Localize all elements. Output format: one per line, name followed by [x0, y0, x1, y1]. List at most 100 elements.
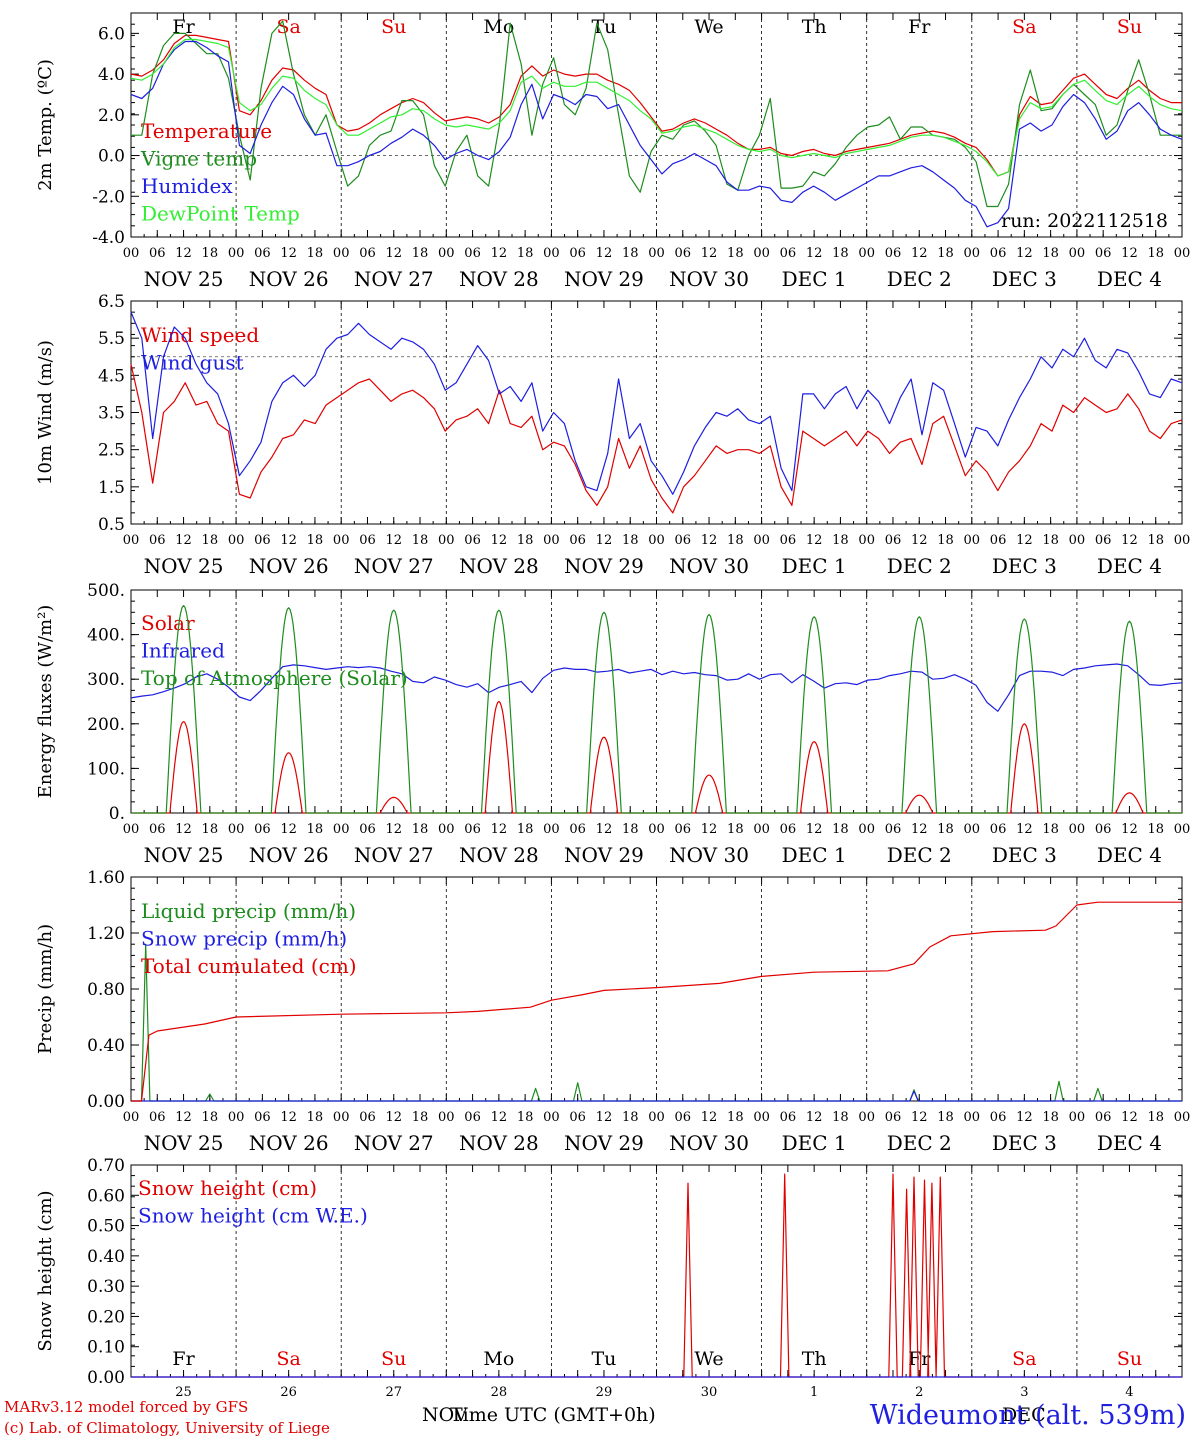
x-hour-label: 18: [1147, 1110, 1164, 1125]
x-hour-label: 18: [1042, 1110, 1059, 1125]
x-hour-label: 06: [675, 533, 692, 548]
x-date-label: NOV 25: [144, 1131, 224, 1155]
x-hour-label: 12: [385, 533, 402, 548]
x-hour-label: 06: [359, 246, 376, 261]
x-hour-label: 00: [333, 246, 350, 261]
y-tick-label: 0.60: [87, 1186, 125, 1206]
x-hour-label: 06: [1095, 246, 1112, 261]
x-hour-label: 18: [1147, 533, 1164, 548]
x-hour-label: 12: [596, 533, 613, 548]
y-tick-label: 0.00: [87, 1092, 125, 1112]
x-date-label: NOV 28: [459, 1131, 539, 1155]
x-hour-label: 18: [1042, 822, 1059, 837]
x-hour-label: 18: [202, 822, 219, 837]
y-axis-label: Energy fluxes (W/m²): [35, 605, 56, 799]
x-hour-label: 18: [937, 822, 954, 837]
series-line-top-of-atmosphere-solar-: [131, 605, 1182, 814]
x-hour-label: 12: [280, 1110, 297, 1125]
x-hour-label: 06: [464, 822, 481, 837]
x-hour-label: 06: [569, 1110, 586, 1125]
legend-top-of-atmosphere-solar-: Top of Atmosphere (Solar): [141, 666, 408, 690]
x-hour-label: 00: [1069, 822, 1086, 837]
x-hour-label: 12: [806, 246, 823, 261]
x-hour-label: 18: [832, 822, 849, 837]
station-label: Wideumont (alt. 539m): [869, 1400, 1186, 1431]
y-tick-label: 0.10: [87, 1338, 125, 1358]
legend-vigne-temp: Vigne temp: [140, 147, 257, 171]
x-date-label: NOV 29: [564, 843, 644, 867]
y-tick-label: 2.5: [98, 441, 125, 461]
series-line-total-cumulated-cm-: [131, 901, 1182, 1102]
x-hour-label: 12: [280, 246, 297, 261]
weekday-label: Mo: [483, 16, 514, 38]
legend-humidex: Humidex: [141, 174, 233, 198]
x-hour-label: 00: [753, 533, 770, 548]
x-hour-label: 00: [1069, 533, 1086, 548]
x-date-label: DEC 1: [782, 1131, 847, 1155]
x-month-nov: NOV: [422, 1404, 468, 1426]
y-tick-label: 0.70: [87, 1156, 125, 1176]
x-hour-label: 06: [149, 1110, 166, 1125]
x-hour-label: 18: [622, 533, 639, 548]
y-tick-label: 6.0: [98, 24, 125, 44]
x-date-label: NOV 28: [459, 267, 539, 291]
x-date-label: DEC 4: [1097, 1131, 1162, 1155]
x-hour-label: 00: [438, 246, 455, 261]
x-hour-label: 12: [280, 533, 297, 548]
x-hour-label: 18: [622, 246, 639, 261]
x-hour-label: 00: [438, 1110, 455, 1125]
x-hour-label: 18: [1147, 246, 1164, 261]
x-hour-label: 12: [1016, 1110, 1033, 1125]
x-hour-label: 06: [464, 533, 481, 548]
x-hour-label: 06: [569, 533, 586, 548]
weekday-label: Tu: [591, 1348, 616, 1370]
legend-liquid-precip-mm-h-: Liquid precip (mm/h): [141, 899, 356, 923]
weekday-label: Sa: [276, 16, 300, 38]
x-day-number: 30: [701, 1385, 718, 1400]
y-tick-label: 200.: [87, 715, 125, 735]
legend-dewpoint-temp: DewPoint Temp: [141, 202, 300, 226]
y-tick-label: 0.20: [87, 1307, 125, 1327]
x-hour-label: 00: [648, 1110, 665, 1125]
x-hour-label: 12: [385, 822, 402, 837]
weekday-label: We: [694, 1348, 723, 1370]
y-tick-label: 1.60: [87, 868, 125, 888]
x-date-label: NOV 27: [354, 554, 434, 578]
x-hour-label: 18: [937, 533, 954, 548]
x-hour-label: 12: [385, 1110, 402, 1125]
series-line-dewpoint-temp: [130, 38, 1183, 177]
weekday-label: Th: [802, 16, 827, 38]
x-date-label: NOV 30: [669, 267, 749, 291]
weekday-label: Sa: [1012, 16, 1036, 38]
x-hour-label: 12: [1121, 246, 1138, 261]
x-hour-label: 06: [1095, 533, 1112, 548]
x-date-label: DEC 3: [992, 1131, 1057, 1155]
x-month-dec: DEC: [1002, 1404, 1046, 1426]
x-day-number: 27: [385, 1385, 402, 1400]
x-hour-label: 00: [333, 822, 350, 837]
run-label: run: 2022112518: [1001, 210, 1168, 232]
x-hour-label: 06: [885, 1110, 902, 1125]
x-hour-label: 06: [885, 822, 902, 837]
x-hour-label: 18: [307, 822, 324, 837]
y-tick-label: 0.40: [87, 1247, 125, 1267]
x-hour-label: 12: [175, 822, 192, 837]
weekday-label: Su: [381, 16, 406, 38]
x-date-label: DEC 4: [1097, 843, 1162, 867]
series-line-wind-speed: [130, 364, 1183, 514]
x-hour-label: 12: [1016, 246, 1033, 261]
x-hour-label: 00: [543, 822, 560, 837]
x-hour-label: 12: [175, 246, 192, 261]
x-date-label: NOV 28: [459, 843, 539, 867]
x-date-label: DEC 4: [1097, 267, 1162, 291]
x-hour-label: 18: [412, 1110, 429, 1125]
x-date-label: DEC 1: [782, 554, 847, 578]
legend-snow-precip-mm-h-: Snow precip (mm/h): [141, 927, 347, 951]
x-hour-label: 12: [911, 822, 928, 837]
x-hour-label: 12: [1016, 822, 1033, 837]
y-axis-label: Precip (mm/h): [35, 924, 56, 1054]
x-hour-label: 18: [202, 533, 219, 548]
x-hour-label: 00: [228, 822, 245, 837]
x-hour-label: 00: [543, 533, 560, 548]
